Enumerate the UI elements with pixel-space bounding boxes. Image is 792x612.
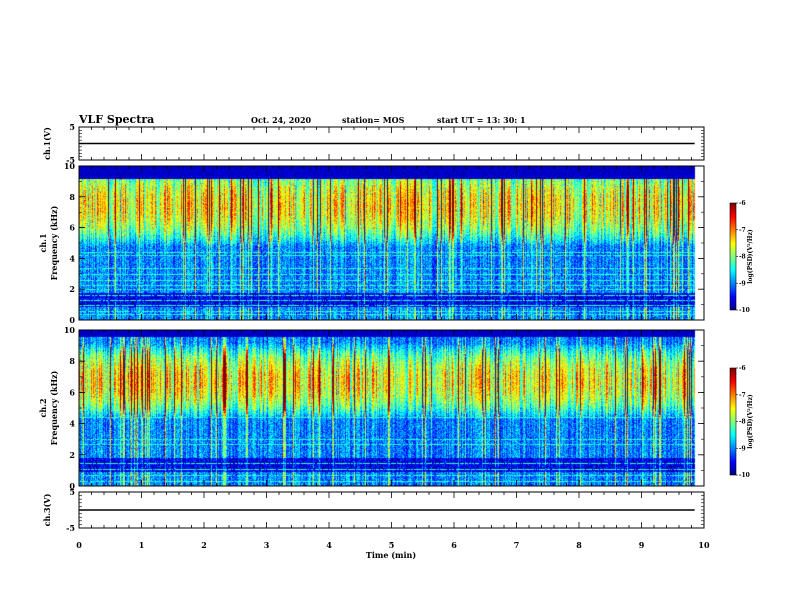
ch3-waveform-panel: 5 -5 ch.3(V)	[42, 487, 705, 533]
x-tick-label: 1	[139, 540, 145, 550]
x-tick-label: 4	[326, 540, 332, 550]
colorbar-tick-label: -7	[739, 392, 746, 399]
figure-title: VLF Spectra	[78, 113, 154, 126]
ch2-colorbar: -6 -7 -8 -9 -10 log(PSD)(V²/Hz)	[729, 365, 754, 479]
y-tick-label: 4	[69, 419, 75, 429]
y-axis-label: ch.1(V)	[42, 127, 52, 160]
x-tick-label: 6	[451, 540, 457, 550]
colorbar-tick-label: -8	[739, 419, 746, 426]
frequency-axis-label: Frequency (kHz)	[49, 205, 59, 280]
colorbar-label: log(PSD)(V²/Hz)	[747, 229, 754, 284]
y-axis-label: ch.3(V)	[42, 493, 52, 526]
colorbar-tick-label: -8	[739, 254, 746, 261]
spectrogram-image	[79, 166, 704, 320]
y-tick-label: 2	[69, 284, 75, 294]
x-tick-label: 7	[514, 540, 520, 550]
y-tick-label: 10	[64, 325, 76, 335]
y-tick-label: 0	[69, 315, 75, 325]
frequency-axis-label: Frequency (kHz)	[49, 370, 59, 445]
y-tick-label: 6	[69, 387, 75, 397]
y-tick-label: 8	[69, 192, 75, 202]
x-tick-label: 5	[389, 540, 395, 550]
x-tick-label: 9	[639, 540, 645, 550]
time-axis: 0 1 2 3 4 5 6 7 8 9 10 Time (min)	[76, 540, 710, 560]
x-tick-label: 3	[264, 540, 270, 550]
header-station: station= MOS	[342, 115, 405, 125]
y-tick-label: 5	[69, 487, 75, 497]
ch2-spectrogram-panel: 0 2 4 6 8 10 ch.2 Frequency (kHz)	[38, 325, 705, 491]
header-start-time: start UT = 13: 30: 1	[437, 115, 526, 125]
ch1-waveform-panel: 5 -5 ch.1(V)	[42, 122, 705, 165]
spectrogram-image	[79, 330, 704, 486]
y-tick-label: 0	[69, 481, 75, 491]
ch1-spectrogram-panel: 0 2 4 6 8 10 ch.1 Frequency (kHz)	[38, 161, 705, 325]
y-tick-label: 5	[69, 122, 75, 132]
colorbar-tick-label: -7	[739, 227, 746, 234]
colorbar-tick-label: -6	[739, 365, 746, 372]
colorbar-gradient	[730, 368, 736, 475]
colorbar-tick-label: -9	[739, 280, 746, 287]
y-tick-label: -5	[66, 523, 75, 533]
x-tick-label: 10	[698, 540, 710, 550]
header-date: Oct. 24, 2020	[251, 115, 312, 125]
channel-label: ch.1	[38, 233, 48, 252]
y-tick-label: 4	[69, 253, 75, 263]
x-tick-label: 2	[201, 540, 207, 550]
channel-label: ch.2	[38, 398, 48, 417]
colorbar-gradient	[730, 203, 736, 310]
colorbar-tick-label: -10	[739, 472, 750, 479]
colorbar-tick-label: -10	[739, 307, 750, 314]
y-tick-label: 8	[69, 356, 75, 366]
ch1-colorbar: -6 -7 -8 -9 -10 log(PSD)(V²/Hz)	[729, 200, 754, 314]
colorbar-label: log(PSD)(V²/Hz)	[747, 394, 754, 449]
y-tick-label: 10	[64, 161, 76, 171]
x-tick-label: 0	[76, 540, 82, 550]
x-tick-label: 8	[576, 540, 582, 550]
colorbar-tick-label: -6	[739, 200, 746, 207]
y-tick-label: 2	[69, 450, 75, 460]
x-axis-label: Time (min)	[366, 550, 416, 560]
y-tick-label: 6	[69, 223, 75, 233]
y-tick-label: -5	[66, 155, 75, 165]
colorbar-tick-label: -9	[739, 445, 746, 452]
